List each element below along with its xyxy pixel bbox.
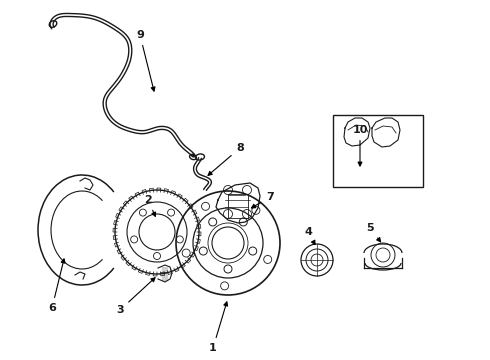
Text: 3: 3 bbox=[116, 278, 155, 315]
Text: 10: 10 bbox=[352, 125, 368, 166]
Text: 4: 4 bbox=[304, 227, 315, 244]
Text: 9: 9 bbox=[136, 30, 155, 91]
Text: 1: 1 bbox=[209, 302, 227, 353]
Text: 5: 5 bbox=[366, 223, 381, 242]
Text: 7: 7 bbox=[251, 192, 274, 208]
Text: 8: 8 bbox=[208, 143, 244, 175]
Text: 6: 6 bbox=[48, 259, 65, 313]
Bar bbox=[333, 115, 423, 187]
Text: 2: 2 bbox=[144, 195, 155, 216]
